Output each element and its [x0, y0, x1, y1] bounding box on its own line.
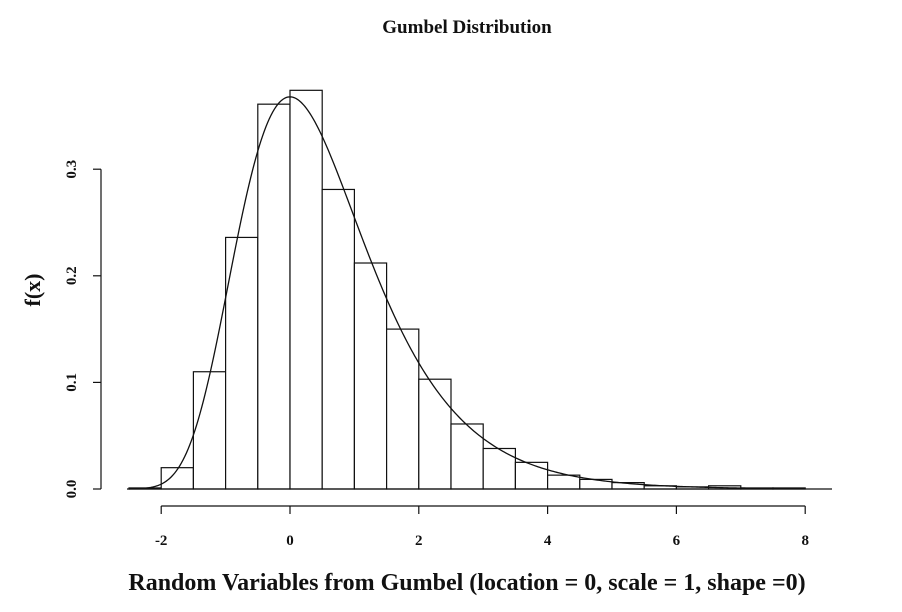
density-curve [128, 96, 806, 490]
x-axis: -2 0 2 4 6 8 [155, 505, 809, 549]
histogram-bar [160, 467, 194, 490]
y-axis-label: f(x) [20, 274, 45, 307]
x-tick-label: 8 [801, 533, 809, 549]
x-tick-label: 0 [286, 533, 294, 549]
histogram-bar [257, 103, 291, 490]
y-tick-label: 0.3 [64, 160, 80, 179]
x-tick-label: -2 [155, 533, 168, 549]
histogram-bar [386, 328, 420, 490]
histogram-bars [127, 89, 832, 490]
histogram-bar [289, 89, 323, 490]
histogram-bar [546, 474, 581, 490]
y-tick-label: 0.0 [64, 480, 80, 499]
histogram-bar [353, 262, 388, 490]
x-axis-label: Random Variables from Gumbel (location =… [128, 570, 805, 596]
histogram-bar [418, 378, 452, 490]
y-tick-label: 0.2 [64, 266, 80, 285]
histogram-bar [450, 423, 484, 490]
histogram-bar [321, 188, 356, 490]
histogram-bar [482, 447, 517, 490]
chart-title: Gumbel Distribution [382, 17, 552, 38]
x-tick-label: 4 [544, 533, 552, 549]
y-tick-label: 0.1 [64, 373, 80, 392]
y-axis: 0.0 0.1 0.2 0.3 [64, 160, 102, 499]
x-tick-label: 6 [673, 533, 681, 549]
x-tick-label: 2 [415, 533, 423, 549]
histogram-bar [192, 371, 227, 490]
histogram-bar [514, 461, 549, 490]
